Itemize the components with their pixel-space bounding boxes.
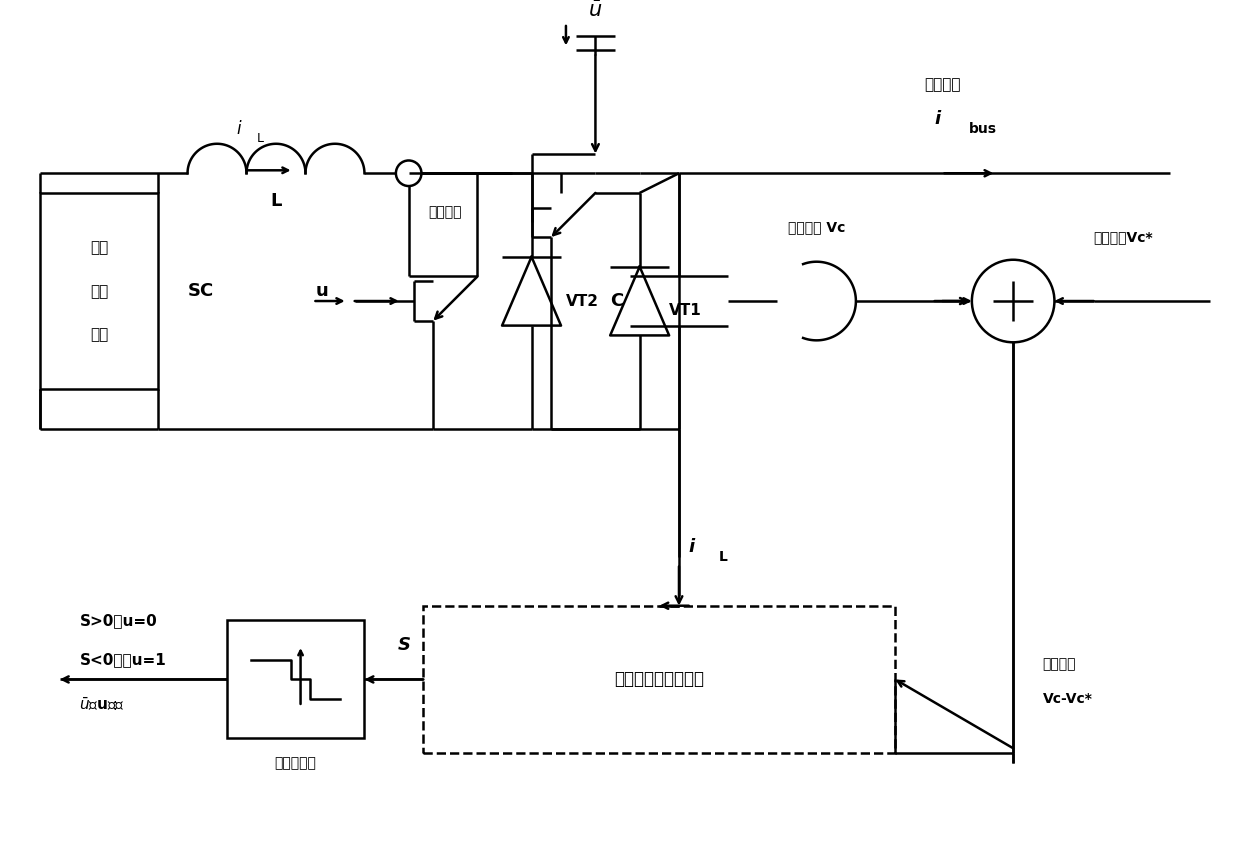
Bar	[227, 620, 365, 738]
Circle shape	[972, 260, 1054, 342]
Text: L: L	[718, 550, 727, 564]
Text: 装置: 装置	[91, 327, 108, 342]
Text: 负载电流: 负载电流	[925, 78, 961, 92]
Text: 滞环比较器: 滞环比较器	[275, 756, 316, 770]
Text: S<0，，u=1: S<0，，u=1	[79, 652, 166, 668]
Bar	[40, 193, 157, 389]
Text: 参考电压Vc*: 参考电压Vc*	[1094, 230, 1153, 244]
Bar	[423, 606, 895, 753]
Text: $\bar{u}$: $\bar{u}$	[588, 1, 603, 21]
Circle shape	[396, 160, 422, 186]
Text: u: u	[315, 282, 329, 300]
Text: $\bar{u}$与u互补: $\bar{u}$与u互补	[79, 695, 125, 712]
Text: i: i	[935, 110, 941, 128]
Text: i: i	[237, 120, 242, 138]
Text: L: L	[257, 132, 263, 145]
Text: S: S	[397, 636, 410, 654]
Text: 电压检测 Vc: 电压检测 Vc	[787, 220, 846, 234]
Text: 混合终端滑模控制器: 混合终端滑模控制器	[614, 670, 704, 689]
Text: 电流检测: 电流检测	[428, 206, 461, 219]
Text: L: L	[270, 191, 281, 210]
Text: 存储: 存储	[91, 284, 108, 298]
Text: 电压误差: 电压误差	[1043, 658, 1076, 672]
Text: C: C	[610, 292, 624, 310]
Text: i: i	[688, 538, 694, 556]
Text: VT2: VT2	[565, 293, 599, 309]
Text: S>0，u=0: S>0，u=0	[79, 613, 157, 628]
Text: bus: bus	[968, 122, 997, 136]
Text: SC: SC	[187, 282, 213, 300]
Text: VT1: VT1	[670, 303, 702, 319]
Text: Vc-Vc*: Vc-Vc*	[1043, 692, 1092, 706]
Text: 电能: 电能	[91, 240, 108, 255]
